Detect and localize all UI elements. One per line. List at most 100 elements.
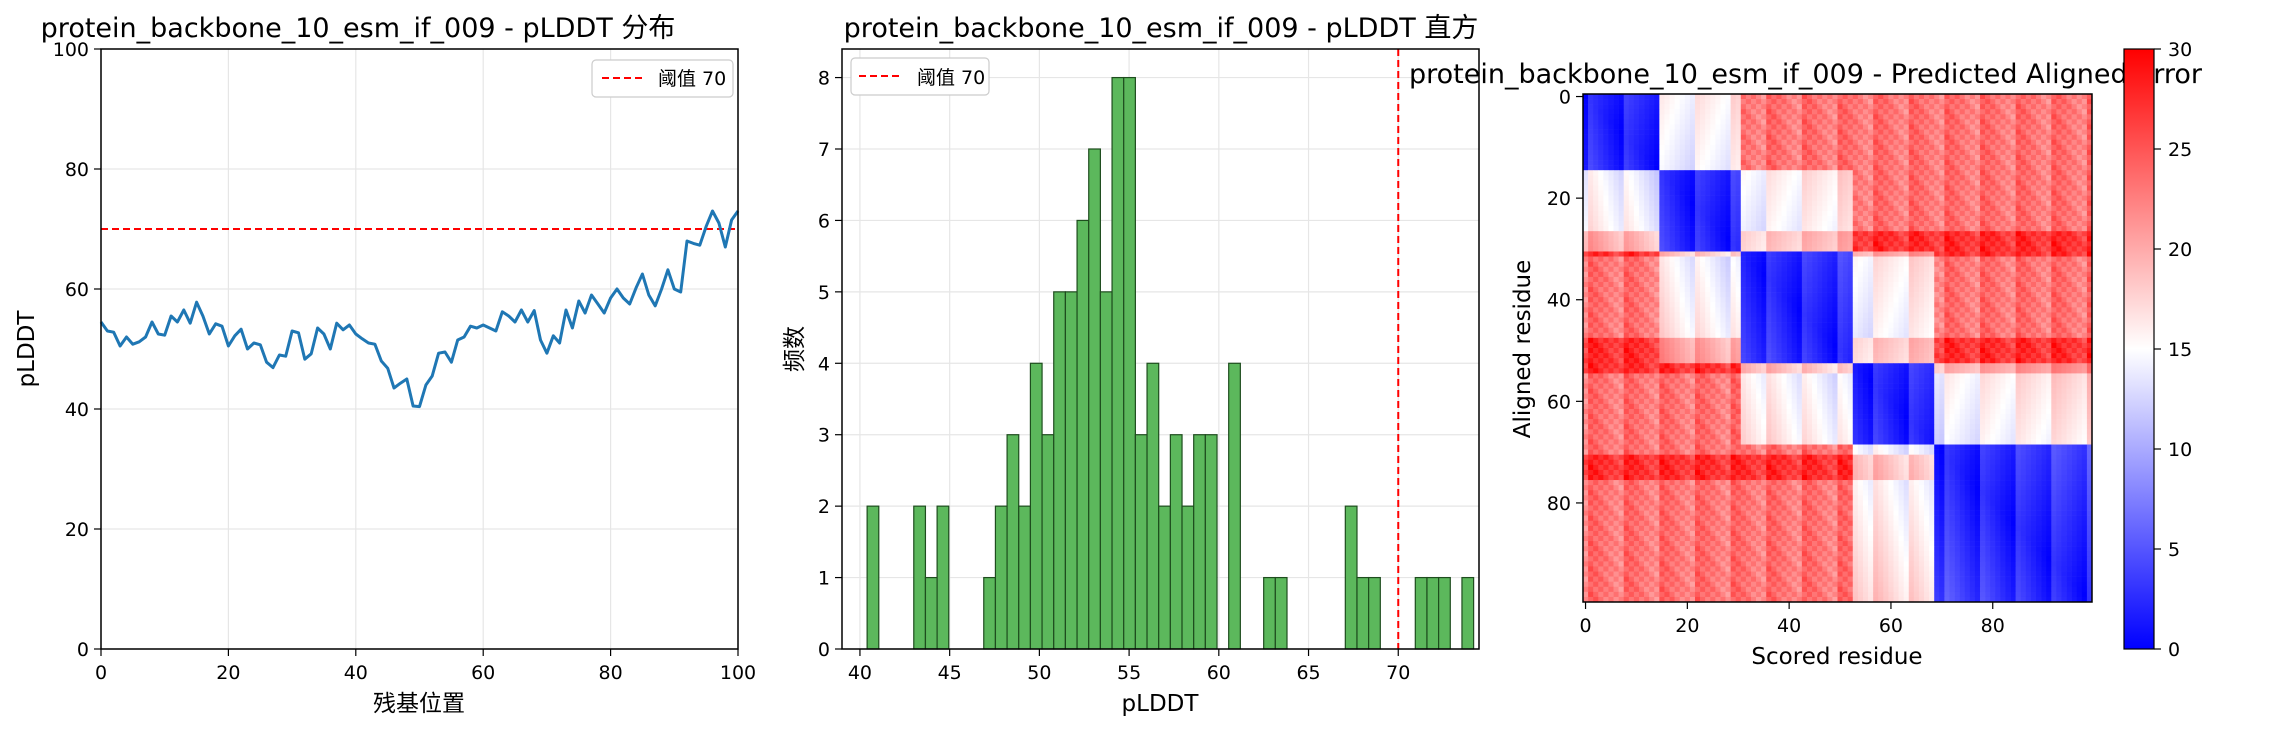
heatmap-cell bbox=[1888, 149, 1894, 156]
heatmap-cell bbox=[2000, 292, 2006, 298]
heatmap-cell bbox=[2005, 307, 2011, 313]
heatmap-cell bbox=[1852, 327, 1859, 334]
line-chart-frame bbox=[100, 48, 739, 650]
heatmap-cell bbox=[2061, 200, 2067, 207]
heatmap-cell bbox=[1750, 109, 1757, 115]
heatmap-cell bbox=[1694, 276, 1701, 283]
heatmap-cell bbox=[1985, 266, 1991, 273]
heatmap-cell bbox=[2025, 246, 2032, 252]
heatmap-cell bbox=[1893, 200, 1899, 207]
heatmap-cell bbox=[1705, 99, 1711, 105]
heatmap-cell bbox=[1898, 261, 1904, 268]
heatmap-cell bbox=[1710, 266, 1716, 273]
heatmap-cell bbox=[1852, 149, 1859, 156]
heatmap-cell bbox=[1827, 261, 1833, 268]
heatmap-cell bbox=[1857, 129, 1864, 135]
heatmap-cell bbox=[1740, 302, 1747, 308]
heatmap-cell bbox=[1796, 205, 1803, 212]
heatmap-cell bbox=[1623, 190, 1630, 196]
heatmap-cell bbox=[1583, 337, 1589, 344]
heatmap-cell bbox=[1888, 231, 1894, 237]
heatmap-cell bbox=[1710, 94, 1716, 100]
heatmap-cell bbox=[1786, 99, 1792, 105]
heatmap-cell bbox=[1730, 200, 1736, 207]
heatmap-cell bbox=[1776, 332, 1782, 339]
heatmap-cell bbox=[1954, 114, 1960, 120]
heatmap-cell bbox=[1618, 337, 1625, 344]
heatmap-cell bbox=[1964, 165, 1971, 171]
heatmap-cell bbox=[1893, 175, 1899, 181]
heatmap-cell bbox=[1954, 266, 1960, 273]
heatmap-cell bbox=[1613, 124, 1619, 130]
heatmap-cell bbox=[1649, 149, 1655, 156]
heatmap-cell bbox=[2036, 297, 2042, 303]
heatmap-cell bbox=[1964, 251, 1971, 257]
heatmap-cell bbox=[2081, 205, 2088, 212]
heatmap-cell bbox=[1806, 200, 1813, 207]
heatmap-cell bbox=[1608, 281, 1614, 288]
heatmap-cell bbox=[1944, 154, 1950, 161]
heatmap-cell bbox=[1806, 165, 1813, 171]
heatmap-cell bbox=[1766, 236, 1772, 242]
heatmap-cell bbox=[1669, 276, 1675, 283]
heatmap-cell bbox=[1593, 210, 1599, 217]
heatmap-cell bbox=[1618, 195, 1625, 201]
heatmap-cell bbox=[1857, 134, 1864, 141]
heatmap-cell bbox=[1791, 276, 1798, 283]
heatmap-cell bbox=[1908, 149, 1915, 156]
heatmap-cell bbox=[1796, 114, 1803, 120]
heatmap-cell bbox=[2005, 236, 2011, 242]
heatmap-cell bbox=[1949, 205, 1955, 212]
heatmap-cell bbox=[1812, 256, 1818, 262]
heatmap-cell bbox=[1908, 119, 1915, 125]
heatmap-cell bbox=[1985, 114, 1991, 120]
heatmap-cell bbox=[1603, 226, 1609, 232]
heatmap-cell bbox=[1852, 337, 1859, 344]
heatmap-cell bbox=[1730, 246, 1736, 252]
heatmap-cell bbox=[1857, 190, 1864, 196]
heatmap-cell bbox=[1583, 292, 1589, 298]
heatmap-cell bbox=[1995, 276, 2001, 283]
heatmap-cell bbox=[2036, 210, 2042, 217]
heatmap-cell bbox=[2020, 160, 2027, 166]
heatmap-cell bbox=[2076, 165, 2083, 171]
heatmap-cell bbox=[1939, 200, 1945, 207]
heatmap-cell bbox=[1715, 317, 1721, 323]
heatmap-cell bbox=[1964, 99, 1971, 105]
heatmap-cell bbox=[2046, 180, 2052, 186]
heatmap-cell bbox=[1694, 281, 1701, 288]
heatmap-cell bbox=[2015, 322, 2022, 328]
heatmap-cell bbox=[2000, 109, 2006, 115]
heatmap-cell bbox=[1608, 251, 1614, 257]
heatmap-cell bbox=[1638, 327, 1645, 334]
heatmap-cell bbox=[1934, 114, 1940, 120]
heatmap-cell bbox=[1761, 226, 1767, 232]
heatmap-cell bbox=[1913, 322, 1920, 328]
heatmap-cell bbox=[1740, 332, 1747, 339]
heatmap-cell bbox=[1644, 226, 1650, 232]
heatmap-cell bbox=[1638, 134, 1645, 141]
heatmap-cell bbox=[1969, 302, 1976, 308]
heatmap-cell bbox=[1633, 175, 1640, 181]
heatmap-cell bbox=[1827, 109, 1833, 115]
heatmap-cell bbox=[1623, 185, 1630, 191]
heatmap-cell bbox=[1847, 109, 1854, 115]
heatmap-cell bbox=[1827, 200, 1833, 207]
heatmap-cell bbox=[2005, 317, 2011, 323]
heatmap-cell bbox=[1924, 256, 1930, 262]
heatmap-cell bbox=[1644, 190, 1650, 196]
heatmap-cell bbox=[1608, 109, 1614, 115]
heatmap-cell bbox=[1903, 215, 1910, 222]
heatmap-cell bbox=[1618, 302, 1625, 308]
heatmap-cell bbox=[1964, 271, 1971, 278]
heatmap-cell bbox=[1654, 215, 1660, 222]
heatmap-cell bbox=[1745, 276, 1752, 283]
heatmap-cell bbox=[2071, 226, 2078, 232]
heatmap-cell bbox=[1608, 307, 1614, 313]
heatmap-cell bbox=[1633, 195, 1640, 201]
heatmap-cell bbox=[1852, 266, 1859, 273]
heatmap-cell bbox=[1949, 170, 1955, 176]
heatmap-cell bbox=[1913, 317, 1920, 323]
heatmap-cell bbox=[1847, 190, 1854, 196]
heatmap-cell bbox=[1756, 210, 1762, 217]
